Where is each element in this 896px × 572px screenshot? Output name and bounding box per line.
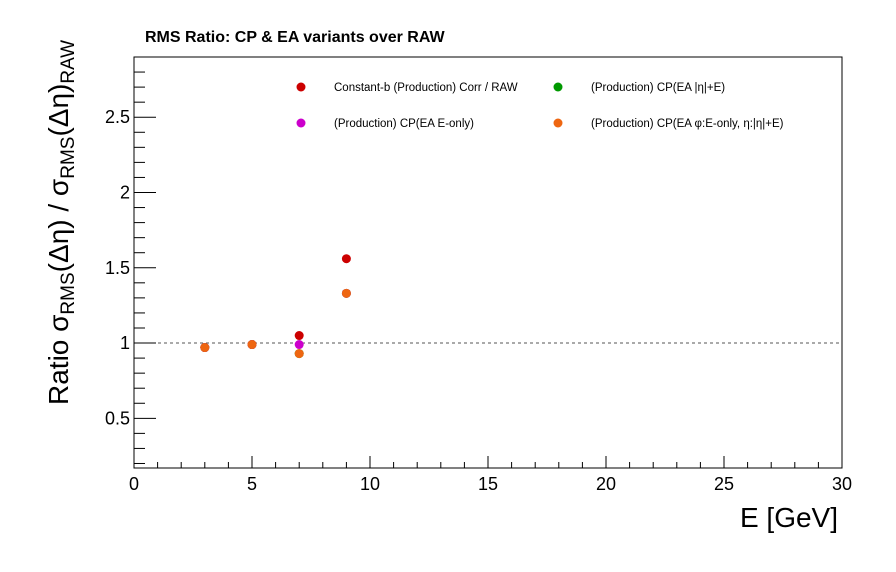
y-tick-label: 1.5 <box>105 258 130 278</box>
x-tick-label: 25 <box>714 474 734 494</box>
data-points <box>200 254 351 359</box>
y-tick-label: 0.5 <box>105 408 130 428</box>
data-point-series-1 <box>294 331 304 341</box>
x-axis-title: E [GeV] <box>740 502 838 533</box>
data-point-series-4 <box>341 288 351 298</box>
x-tick-label: 0 <box>129 474 139 494</box>
x-tick-label: 30 <box>832 474 852 494</box>
chart-title: RMS Ratio: CP & EA variants over RAW <box>145 29 446 46</box>
y-axis-title-prefix: Ratio σ <box>43 315 74 405</box>
y-axis-title-sub2: RMS <box>58 137 79 179</box>
y-axis-title-mid: (Δη) / σ <box>43 179 74 273</box>
y-tick-label: 2.5 <box>105 107 130 127</box>
y-axis-title-mid2: (Δη) <box>43 84 74 137</box>
legend: Constant-b (Production) Corr / RAW (Produ… <box>296 82 784 130</box>
legend-marker <box>553 82 563 92</box>
y-axis-title-sub3: RAW <box>58 40 79 84</box>
legend-marker <box>296 118 306 128</box>
data-point-series-1 <box>341 254 351 264</box>
legend-marker <box>296 82 306 92</box>
data-point-series-4 <box>247 340 257 350</box>
x-tick-label: 10 <box>360 474 380 494</box>
data-point-series-4 <box>200 343 210 353</box>
x-axis: 0 5 10 15 20 25 30 <box>129 456 852 494</box>
legend-label: (Production) CP(EA E-only) <box>334 118 474 130</box>
legend-label: (Production) CP(EA |η|+E) <box>591 82 725 94</box>
x-tick-label: 15 <box>478 474 498 494</box>
data-point-series-4 <box>294 349 304 359</box>
y-tick-label: 2 <box>120 182 130 202</box>
y-tick-label: 1 <box>120 333 130 353</box>
legend-label: (Production) CP(EA φ:E-only, η:|η|+E) <box>591 118 784 130</box>
y-axis: 0.5 1 1.5 2 2.5 <box>105 71 156 464</box>
legend-marker <box>553 118 563 128</box>
y-axis-title-sub1: RMS <box>58 272 79 314</box>
y-axis-title: Ratio σRMS(Δη) / σRMS(Δη)RAW <box>43 40 79 405</box>
data-point-series-3 <box>294 340 304 350</box>
x-tick-label: 5 <box>247 474 257 494</box>
x-tick-label: 20 <box>596 474 616 494</box>
legend-label: Constant-b (Production) Corr / RAW <box>334 82 518 94</box>
